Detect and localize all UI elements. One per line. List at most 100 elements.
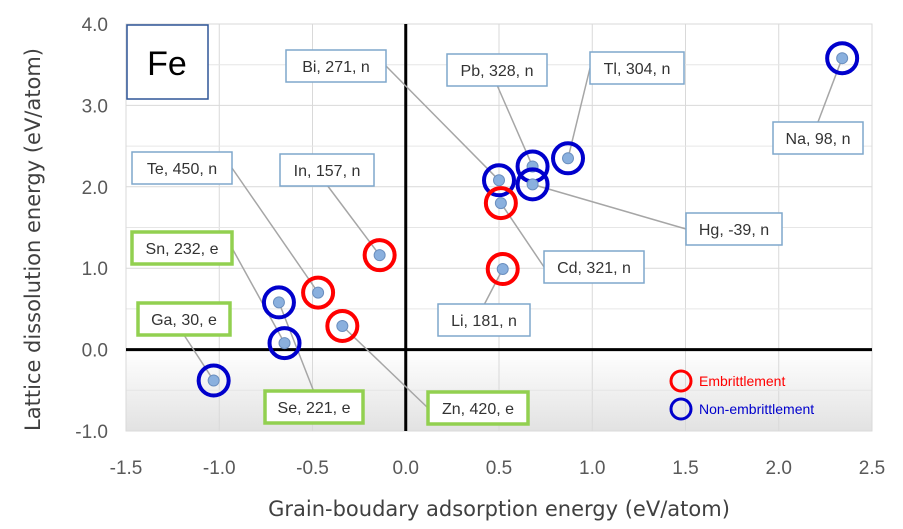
element-title-box: Fe (126, 24, 209, 100)
y-tick-label: 4.0 (82, 15, 108, 36)
legend-label: Non-embrittlement (699, 401, 814, 417)
data-label: Pb, 328, n (446, 53, 548, 87)
point-ring (261, 285, 296, 320)
leader-line (532, 183, 687, 230)
x-tick-label: -0.5 (296, 458, 329, 479)
point-dot (494, 197, 507, 210)
legend-label: Embrittlement (699, 373, 785, 389)
point-dot (336, 319, 349, 332)
data-label: Hg, -39, n (685, 212, 783, 246)
point-dot (312, 286, 325, 299)
data-label: Li, 181, n (437, 303, 531, 337)
data-label-text: Sn, 232, e (146, 241, 219, 258)
leader-line (231, 167, 319, 294)
data-label: Tl, 304, n (589, 51, 685, 85)
point-ring (267, 326, 302, 361)
y-tick-label: -1.0 (75, 422, 108, 443)
data-point (196, 363, 231, 398)
data-point (551, 141, 586, 176)
point-ring (483, 186, 518, 221)
point-dot (278, 337, 291, 350)
data-label-text: Li, 181, n (451, 313, 517, 330)
x-tick-label: 0.0 (393, 458, 419, 479)
data-label-box (589, 51, 685, 85)
point-ring (362, 238, 397, 273)
point-dot (272, 296, 285, 309)
legend-item: Embrittlement (669, 369, 785, 393)
point-ring (325, 308, 360, 343)
y-tick-label: 3.0 (82, 96, 108, 117)
data-label-text: Ga, 30, e (151, 312, 217, 329)
point-ring (196, 363, 231, 398)
point-ring (482, 163, 516, 198)
data-label-text: Bi, 271, n (302, 59, 370, 76)
data-point (515, 167, 550, 202)
data-label-text: In, 157, n (294, 163, 361, 180)
y-tick-label: 0.0 (82, 341, 108, 362)
data-label-box (426, 390, 530, 426)
element-title-frame (126, 24, 209, 100)
data-label-box (772, 121, 864, 155)
leader-line (183, 334, 215, 381)
data-label: Bi, 271, n (285, 49, 387, 83)
data-label-box (685, 212, 783, 246)
legend-marker (669, 369, 693, 393)
data-point (267, 326, 302, 361)
data-label-text: Se, 221, e (278, 400, 351, 417)
x-tick-label: 1.5 (672, 458, 698, 479)
data-label-box (131, 151, 233, 185)
leader-line (483, 268, 504, 306)
y-tick-label: 2.0 (82, 178, 108, 199)
data-label-box (446, 53, 548, 87)
data-label-text: Hg, -39, n (699, 222, 769, 239)
legend-marker (669, 397, 693, 421)
data-label-box (543, 250, 645, 284)
data-label-text: Cd, 321, n (557, 260, 631, 277)
data-label-box (263, 389, 365, 425)
data-label: Ga, 30, e (136, 301, 232, 337)
point-ring (301, 275, 336, 310)
data-label-text: Te, 450, n (147, 161, 217, 178)
data-point (261, 285, 296, 320)
data-point (301, 275, 336, 310)
point-dot (493, 174, 505, 187)
x-tick-label: -1.0 (203, 458, 236, 479)
data-point (483, 186, 518, 221)
data-label-box (279, 153, 375, 187)
point-dot (496, 263, 509, 276)
leader-line (231, 247, 286, 344)
data-label: Cd, 321, n (543, 250, 645, 284)
x-tick-label: -1.5 (110, 458, 143, 479)
data-point (362, 238, 397, 273)
leader-line (817, 57, 843, 123)
point-dot (836, 52, 849, 65)
data-point (325, 308, 360, 343)
data-label-box (136, 301, 232, 337)
data-point (485, 252, 520, 287)
data-labels: Bi, 271, n Pb, 328, n Tl, 304, n Na, 98, n T… (130, 49, 864, 426)
leader-line (341, 325, 429, 409)
point-dot (526, 178, 539, 191)
data-label: Se, 221, e (263, 389, 365, 425)
point-dot (207, 374, 220, 387)
legend: Embrittlement Non-embrittlement (669, 369, 814, 421)
y-axis-title: Lattice dissolution energy (eV/atom) (21, 48, 45, 431)
element-title: Fe (147, 45, 187, 83)
point-dot (373, 249, 386, 262)
legend-item: Non-embrittlement (669, 397, 814, 421)
data-points (196, 41, 860, 398)
x-axis-title: Grain-boudary adsorption energy (eV/atom… (268, 497, 730, 521)
data-label: Te, 450, n (131, 151, 233, 185)
x-tick-label: 2.0 (766, 458, 792, 479)
data-label: Zn, 420, e (426, 390, 530, 426)
data-label-box (285, 49, 387, 83)
data-label: Sn, 232, e (130, 230, 234, 266)
axes: -1.5 -1.0 -0.5 0.0 0.5 1.0 1.5 2.0 2.5-1.00.01.0… (21, 15, 885, 521)
leader-line (500, 202, 545, 268)
x-tick-label: 1.0 (579, 458, 605, 479)
point-dot (562, 152, 575, 165)
data-point (482, 163, 516, 198)
y-tick-label: 1.0 (82, 259, 108, 280)
x-tick-label: 0.5 (486, 458, 512, 479)
